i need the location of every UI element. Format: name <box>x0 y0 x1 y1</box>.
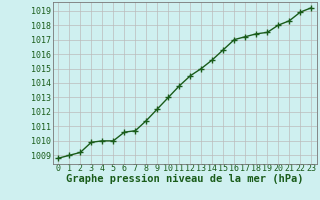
X-axis label: Graphe pression niveau de la mer (hPa): Graphe pression niveau de la mer (hPa) <box>66 174 304 184</box>
